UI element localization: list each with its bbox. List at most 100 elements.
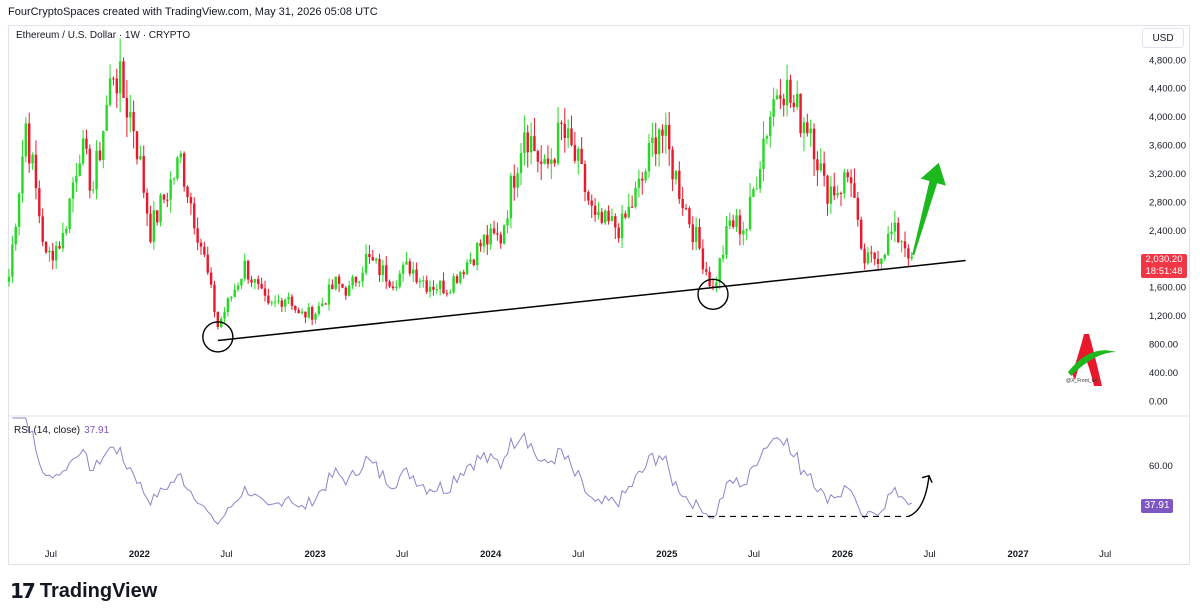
price-tick-label: 400.00 (1149, 368, 1178, 379)
candle-body (802, 122, 806, 134)
candle-body (600, 211, 604, 223)
candle-body (526, 132, 529, 153)
candle-body (307, 307, 310, 318)
candle-body (519, 153, 523, 174)
tradingview-logo-icon: 17 (10, 579, 36, 603)
candle-body (435, 289, 438, 291)
candle-body (843, 172, 846, 194)
candle-body (442, 280, 445, 294)
candle-body (465, 262, 469, 275)
candle-body (68, 198, 71, 229)
candle-body (667, 124, 671, 150)
candle-body (145, 192, 149, 214)
candle-body (523, 132, 526, 154)
candle-body (597, 211, 600, 216)
candle-body (893, 222, 897, 232)
candle-body (910, 256, 913, 259)
candle-body (684, 208, 688, 210)
rsi-legend[interactable]: RSI (14, close) 37.91 (14, 425, 109, 436)
candle-body (620, 213, 624, 239)
candle-body (826, 175, 829, 204)
candle-body (533, 136, 536, 152)
candle-body (14, 226, 17, 245)
time-tick-label: Jul (396, 549, 408, 560)
candle-body (630, 206, 634, 208)
candle-body (647, 142, 651, 172)
candle-body (290, 296, 294, 306)
support-trendline (217, 259, 966, 342)
candle-body (593, 205, 597, 216)
candle-body (731, 220, 735, 227)
candle-body (705, 269, 708, 272)
candle-body (334, 276, 337, 290)
candle-body (7, 276, 11, 282)
candle-body (196, 228, 199, 243)
time-tick-label: 2025 (656, 549, 678, 560)
candle-body (11, 244, 14, 277)
time-tick-label: Jul (1099, 549, 1111, 560)
price-tick-label: 1,600.00 (1149, 283, 1186, 294)
symbol-title[interactable]: Ethereum / U.S. Dollar · 1W · CRYPTO (16, 30, 191, 41)
candle-body (297, 310, 300, 314)
candle-body (839, 192, 843, 194)
candle-body (880, 258, 883, 265)
candle-body (863, 248, 866, 264)
price-tick-label: 0.00 (1149, 396, 1168, 407)
candle-body (193, 203, 196, 229)
candle-body (822, 163, 826, 176)
candle-body (624, 213, 627, 218)
candle-body (580, 148, 583, 164)
last-price-tag: 2,030.20 18:51:48 (1141, 254, 1187, 278)
candle-body (819, 163, 822, 171)
price-tick-label: 800.00 (1149, 340, 1178, 351)
time-tick-label: 2023 (304, 549, 325, 560)
candle-body (694, 226, 698, 243)
candle-body (58, 246, 61, 249)
candle-body (651, 137, 654, 143)
drawings-layer (202, 162, 966, 353)
candle-body (779, 95, 782, 99)
candle-body (105, 104, 108, 131)
candle-body (283, 299, 287, 307)
candle-body (492, 228, 496, 234)
candle-body (721, 254, 725, 259)
candle-body (782, 98, 785, 106)
candle-body (489, 228, 492, 245)
candle-body (610, 216, 614, 222)
candle-body (907, 248, 910, 259)
candle-body (738, 215, 742, 235)
time-tick-label: 2027 (1007, 549, 1028, 560)
candle-body (890, 231, 893, 235)
candle-body (587, 191, 590, 201)
rsi-tick-label: 60.00 (1149, 461, 1173, 472)
candle-body (172, 178, 176, 180)
candle-body (459, 272, 462, 283)
candle-body (65, 228, 68, 233)
candle-body (422, 280, 425, 282)
candle-body (250, 279, 253, 283)
candle-body (755, 188, 758, 190)
candle-body (550, 159, 553, 164)
candle-body (21, 156, 24, 194)
candle-body (27, 123, 31, 164)
candle-body (566, 128, 570, 138)
candle-body (371, 257, 374, 261)
time-tick-label: Jul (748, 549, 760, 560)
candle-body (479, 243, 482, 247)
candle-body (529, 136, 533, 153)
candle-body (277, 300, 280, 302)
candle-body (836, 192, 839, 196)
candle-body (169, 179, 172, 200)
candle-body (132, 112, 135, 132)
candle-body (496, 233, 499, 235)
footer-branding[interactable]: 17 TradingView (10, 579, 157, 603)
candle-body (388, 281, 391, 287)
candle-body (688, 208, 691, 225)
candle-body (75, 175, 78, 183)
candle-body (809, 128, 812, 134)
candle-body (331, 284, 334, 290)
currency-button[interactable]: USD (1142, 28, 1184, 48)
candle-body (432, 286, 435, 290)
candle-body (765, 136, 769, 139)
